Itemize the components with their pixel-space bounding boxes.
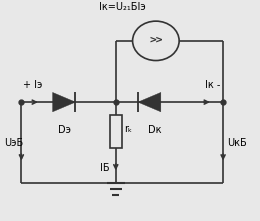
Text: >>: >> xyxy=(149,35,162,45)
Text: Iк -: Iк - xyxy=(205,80,220,90)
Text: Iк=U₂₁БIэ: Iк=U₂₁БIэ xyxy=(99,2,146,12)
Text: rₖ: rₖ xyxy=(124,124,132,134)
Text: Dэ: Dэ xyxy=(57,125,70,135)
Text: UкБ: UкБ xyxy=(227,138,247,148)
Bar xyxy=(110,115,122,148)
Text: Dк: Dк xyxy=(148,125,161,135)
Polygon shape xyxy=(138,92,161,112)
Text: UэБ: UэБ xyxy=(5,138,24,148)
Text: IБ: IБ xyxy=(100,163,110,173)
Polygon shape xyxy=(53,92,75,112)
Text: + Iэ: + Iэ xyxy=(23,80,42,90)
